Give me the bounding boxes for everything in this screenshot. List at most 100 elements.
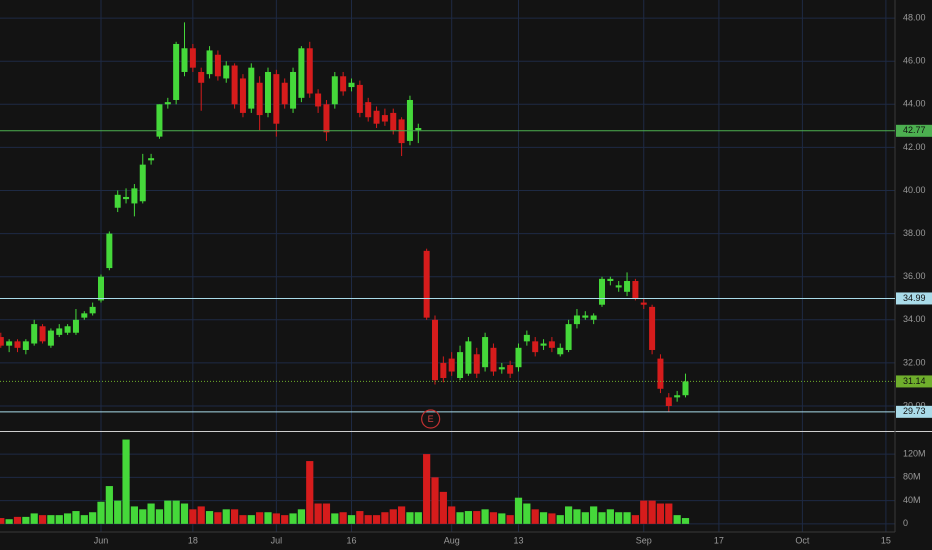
volume-bar: [339, 512, 347, 524]
volume-tick-label: 80M: [903, 472, 921, 482]
candle-body: [214, 54, 221, 77]
volume-bar: [297, 509, 305, 524]
candle-body: [448, 358, 455, 372]
volume-bar: [573, 509, 581, 524]
volume-bar: [30, 513, 38, 524]
candle-body: [0, 337, 4, 346]
candle-body: [340, 76, 347, 92]
candle-body: [298, 48, 305, 98]
y-tick-label: 36.00: [903, 271, 926, 281]
volume-bar: [239, 515, 247, 524]
volume-bar: [122, 439, 130, 524]
volume-bar: [473, 511, 481, 524]
volume-bar: [464, 511, 472, 524]
volume-bar: [381, 512, 389, 524]
candle-body: [81, 313, 88, 318]
volume-bar: [514, 497, 523, 524]
candle-body: [465, 341, 472, 374]
volume-tick-label: 0: [903, 518, 908, 528]
price-label-box: [896, 124, 932, 137]
volume-bar: [164, 500, 172, 524]
price-label-box: [896, 405, 932, 418]
volume-bar: [97, 501, 105, 524]
volume-bar: [306, 461, 314, 524]
volume-bar: [623, 512, 631, 524]
candle-body: [139, 164, 146, 202]
candle-body: [89, 306, 96, 314]
volume-bar: [414, 512, 422, 524]
candle-body: [365, 102, 372, 118]
volume-bar: [565, 506, 573, 524]
y-tick-label: 46.00: [903, 56, 926, 66]
volume-bar: [139, 509, 147, 524]
volume-bar: [606, 509, 614, 524]
candle-body: [256, 82, 263, 116]
volume-bar: [322, 503, 331, 524]
volume-bar: [105, 486, 113, 524]
volume-bar: [272, 513, 280, 524]
candle-body: [649, 306, 656, 350]
volume-bar: [364, 515, 372, 524]
x-tick-label: 18: [188, 535, 198, 545]
volume-bar: [506, 515, 514, 524]
candle-body: [72, 319, 79, 333]
candle-body: [47, 330, 54, 346]
candle-body: [156, 104, 163, 137]
candle-body: [515, 347, 522, 368]
volume-bar: [548, 513, 556, 524]
candle-body: [356, 84, 363, 113]
candle-body: [548, 341, 555, 348]
y-tick-label: 48.00: [903, 12, 926, 22]
candle-body: [164, 102, 171, 105]
volume-bar: [155, 509, 164, 524]
volume-tick-label: 120M: [903, 448, 926, 458]
volume-bar: [439, 491, 447, 524]
candle-body: [490, 347, 497, 372]
volume-bar: [531, 509, 539, 524]
candle-body: [56, 328, 63, 335]
volume-bar: [631, 515, 639, 524]
event-marker: [421, 409, 441, 429]
volume-bar: [615, 512, 623, 524]
x-tick-label: 16: [346, 535, 356, 545]
volume-bar: [640, 500, 648, 524]
candle-body: [432, 319, 438, 381]
volume-bar: [189, 509, 197, 524]
volume-bar: [581, 512, 589, 524]
volume-bar: [247, 515, 255, 524]
volume-bar: [406, 512, 414, 524]
candle-body: [615, 285, 622, 288]
volume-bar: [222, 509, 230, 524]
candle-body: [674, 395, 681, 398]
price-label: 31.14: [903, 376, 926, 386]
volume-bar: [13, 516, 22, 524]
price-label-box: [896, 292, 932, 305]
volume-bar: [80, 515, 88, 524]
volume-bar: [389, 509, 397, 524]
candle-body: [415, 128, 422, 131]
candle-body: [440, 362, 447, 378]
volume-bar: [598, 512, 606, 524]
volume-bar: [423, 454, 431, 524]
volume-bar: [197, 506, 205, 524]
candle-body: [39, 326, 46, 342]
candle-body: [306, 48, 313, 94]
candle-body: [590, 315, 597, 320]
volume-bar: [481, 509, 489, 524]
candle-body: [106, 233, 113, 269]
volume-bar: [130, 506, 138, 524]
candle-body: [6, 341, 13, 346]
candle-body: [665, 397, 672, 407]
candle-body: [323, 104, 330, 133]
volume-bar: [331, 513, 339, 524]
volume-bar: [314, 503, 322, 524]
candle-body: [457, 352, 464, 378]
volume-bar: [147, 503, 155, 524]
candle-body: [123, 196, 130, 200]
candle-body: [473, 354, 480, 374]
candle-body: [607, 278, 614, 282]
volume-bar: [590, 506, 598, 524]
candle-body: [114, 194, 121, 208]
